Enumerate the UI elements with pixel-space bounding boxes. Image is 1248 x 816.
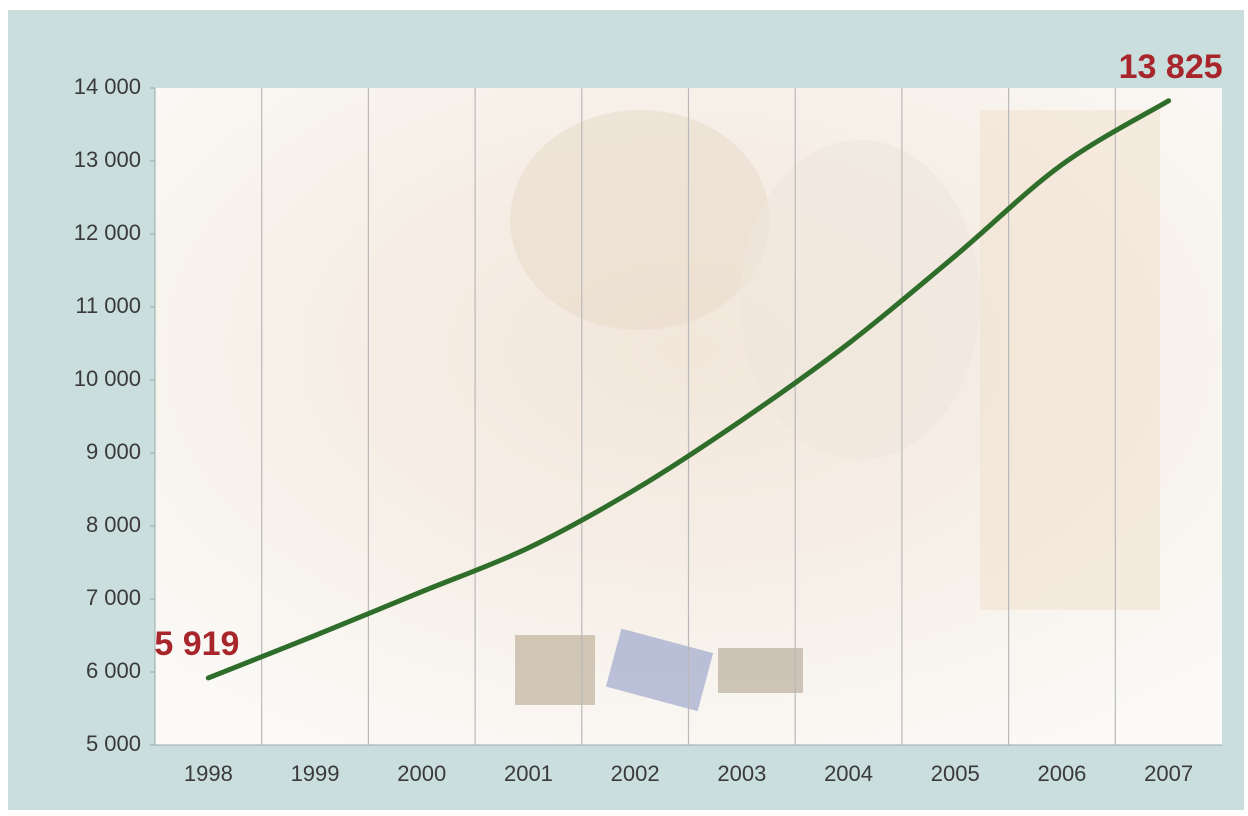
data-label: 5 919 <box>154 625 239 663</box>
y-tick-label: 9 000 <box>86 439 141 464</box>
y-tick-label: 13 000 <box>74 147 141 172</box>
y-tick-label: 10 000 <box>74 366 141 391</box>
photo-shape <box>605 628 714 712</box>
y-tick-label: 7 000 <box>86 585 141 610</box>
x-tick-label: 2006 <box>1037 761 1086 786</box>
x-tick-label: 1999 <box>291 761 340 786</box>
y-tick-label: 11 000 <box>75 293 141 318</box>
y-tick-label: 14 000 <box>74 74 141 99</box>
x-tick-label: 2002 <box>611 761 660 786</box>
data-label: 13 825 <box>1119 48 1223 86</box>
x-tick-label: 2003 <box>717 761 766 786</box>
x-tick-label: 2007 <box>1144 761 1193 786</box>
y-tick-label: 12 000 <box>74 220 141 245</box>
x-tick-label: 2000 <box>397 761 446 786</box>
photo-shape <box>740 140 980 460</box>
photo-shape <box>510 110 770 330</box>
x-tick-label: 2005 <box>931 761 980 786</box>
x-tick-label: 2004 <box>824 761 873 786</box>
x-tick-label: 1998 <box>184 761 233 786</box>
photo-shape <box>515 635 595 705</box>
y-tick-label: 5 000 <box>86 731 141 756</box>
data-line <box>205 98 1172 681</box>
photo-shape <box>718 648 803 693</box>
x-tick-label: 2001 <box>504 761 553 786</box>
photo-shape <box>980 110 1160 610</box>
y-tick-label: 6 000 <box>86 658 141 683</box>
y-tick-label: 8 000 <box>86 512 141 537</box>
